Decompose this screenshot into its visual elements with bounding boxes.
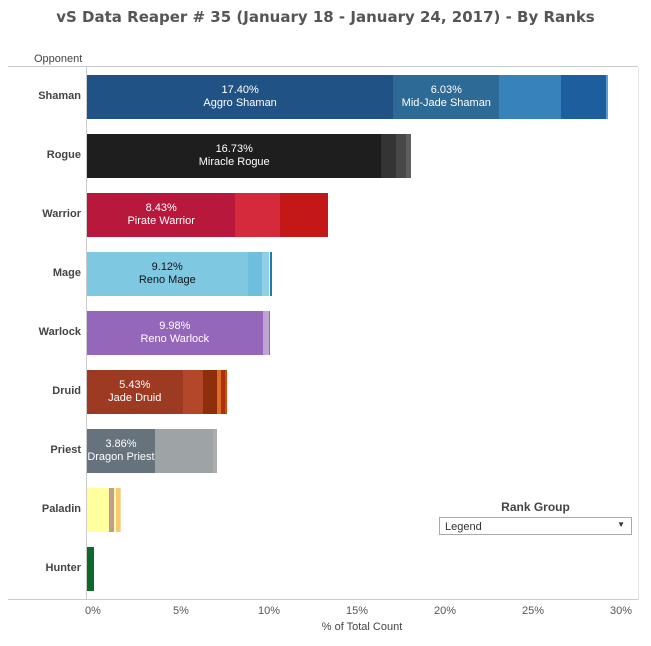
bar-segment-shaman-4[interactable]: [605, 75, 608, 119]
bar-segment-mage-3[interactable]: [269, 252, 273, 296]
x-tick-label: 20%: [433, 605, 457, 617]
data-label-value: 9.98%: [159, 320, 191, 332]
bar-segment-rogue-2[interactable]: [396, 134, 407, 178]
data-label-value: 3.86%: [105, 438, 137, 450]
x-tick-label: 10%: [257, 605, 281, 617]
bar-segment-priest-1[interactable]: [154, 429, 213, 473]
x-tick-label: 30%: [609, 605, 633, 617]
bar-segment-paladin-2[interactable]: [114, 488, 117, 532]
legend-title: Rank Group: [501, 500, 570, 514]
bar-segment-paladin-3[interactable]: [116, 488, 121, 532]
bar-segment-mage-0[interactable]: [87, 252, 248, 296]
plot-border: [638, 67, 639, 600]
bar-segment-druid-4[interactable]: [221, 370, 225, 414]
chevron-down-icon: ▼: [617, 520, 625, 529]
data-label: 9.98% Reno Warlock: [87, 311, 263, 355]
data-label-archetype: Miracle Rogue: [198, 156, 270, 168]
bar-segment-rogue-1[interactable]: [381, 134, 397, 178]
category-label-paladin: Paladin: [41, 503, 81, 515]
data-label: 3.86% Dragon Priest: [87, 429, 155, 473]
data-label-archetype: Jade Druid: [108, 392, 162, 404]
bar-segment-rogue-3[interactable]: [406, 134, 412, 178]
bar-segment-hunter-0[interactable]: [87, 547, 95, 591]
data-label: 16.73% Miracle Rogue: [87, 134, 381, 178]
category-label-shaman: Shaman: [38, 90, 81, 102]
data-label-archetype: Reno Warlock: [140, 333, 210, 345]
x-tick-label: 25%: [521, 605, 545, 617]
data-label-archetype: Pirate Warrior: [127, 215, 195, 227]
bar-segment-warlock-0[interactable]: [87, 311, 263, 355]
bar-segment-mage-2[interactable]: [261, 252, 270, 296]
data-label-archetype: Aggro Shaman: [203, 97, 277, 109]
category-label-druid: Druid: [52, 385, 81, 397]
data-label-value: 6.03%: [430, 84, 462, 96]
category-label-hunter: Hunter: [45, 562, 81, 574]
y-axis-line: [86, 67, 87, 600]
x-tick-label: 5%: [173, 605, 189, 617]
bar-segment-paladin-0[interactable]: [87, 488, 109, 532]
x-tick-label: 0%: [85, 605, 101, 617]
data-label: 8.43% Pirate Warrior: [87, 193, 235, 237]
category-label-priest: Priest: [50, 444, 81, 456]
category-label-warrior: Warrior: [42, 208, 81, 220]
bar-segment-shaman-0[interactable]: [87, 75, 394, 119]
category-label-rogue: Rogue: [46, 149, 81, 161]
bar-segment-warrior-0[interactable]: [87, 193, 236, 237]
bar-segment-shaman-3[interactable]: [560, 75, 606, 119]
data-label-archetype: Reno Mage: [138, 274, 196, 286]
bar-segment-mage-1[interactable]: [247, 252, 262, 296]
data-label: 17.40% Aggro Shaman: [87, 75, 393, 119]
bar-segment-druid-3[interactable]: [216, 370, 222, 414]
header-divider: [8, 66, 638, 67]
bar-segment-paladin-4[interactable]: [120, 488, 122, 532]
bar-segment-priest-2[interactable]: [213, 429, 218, 473]
data-label-archetype: Dragon Priest: [87, 451, 155, 463]
bar-segment-warrior-2[interactable]: [280, 193, 328, 237]
bar-segment-druid-0[interactable]: [87, 370, 183, 414]
data-label-value: 17.40%: [221, 84, 259, 96]
dropdown-value: Legend: [445, 521, 482, 533]
data-label: 9.12% Reno Mage: [87, 252, 248, 296]
data-label-value: 16.73%: [215, 143, 253, 155]
data-label-archetype: Mid-Jade Shaman: [401, 97, 491, 109]
data-label: 6.03% Mid-Jade Shaman: [393, 75, 499, 119]
bar-segment-priest-0[interactable]: [87, 429, 155, 473]
data-label: 5.43% Jade Druid: [87, 370, 183, 414]
data-label-value: 9.12%: [151, 261, 183, 273]
x-axis-title: % of Total Count: [321, 621, 403, 633]
bar-segment-shaman-1[interactable]: [393, 75, 500, 119]
y-axis-title: Opponent: [34, 53, 83, 65]
bar-segment-shaman-2[interactable]: [499, 75, 561, 119]
category-label-warlock: Warlock: [38, 326, 81, 338]
bar-segment-druid-2[interactable]: [202, 370, 217, 414]
bar-segment-paladin-1[interactable]: [109, 488, 115, 532]
bar-segment-warlock-1[interactable]: [262, 311, 269, 355]
data-label-value: 8.43%: [145, 202, 177, 214]
bar-segment-druid-1[interactable]: [182, 370, 203, 414]
category-label-mage: Mage: [52, 267, 81, 279]
x-axis-line: [8, 599, 638, 600]
rank-group-dropdown[interactable]: Legend ▼: [439, 517, 632, 535]
bar-segment-warlock-2[interactable]: [268, 311, 271, 355]
bar-segment-druid-5[interactable]: [224, 370, 228, 414]
bar-segment-warrior-1[interactable]: [235, 193, 281, 237]
chart-title: vS Data Reaper # 35 (January 18 - Januar…: [56, 8, 595, 26]
bar-segment-rogue-0[interactable]: [87, 134, 382, 178]
x-tick-label: 15%: [345, 605, 369, 617]
data-label-value: 5.43%: [119, 379, 151, 391]
